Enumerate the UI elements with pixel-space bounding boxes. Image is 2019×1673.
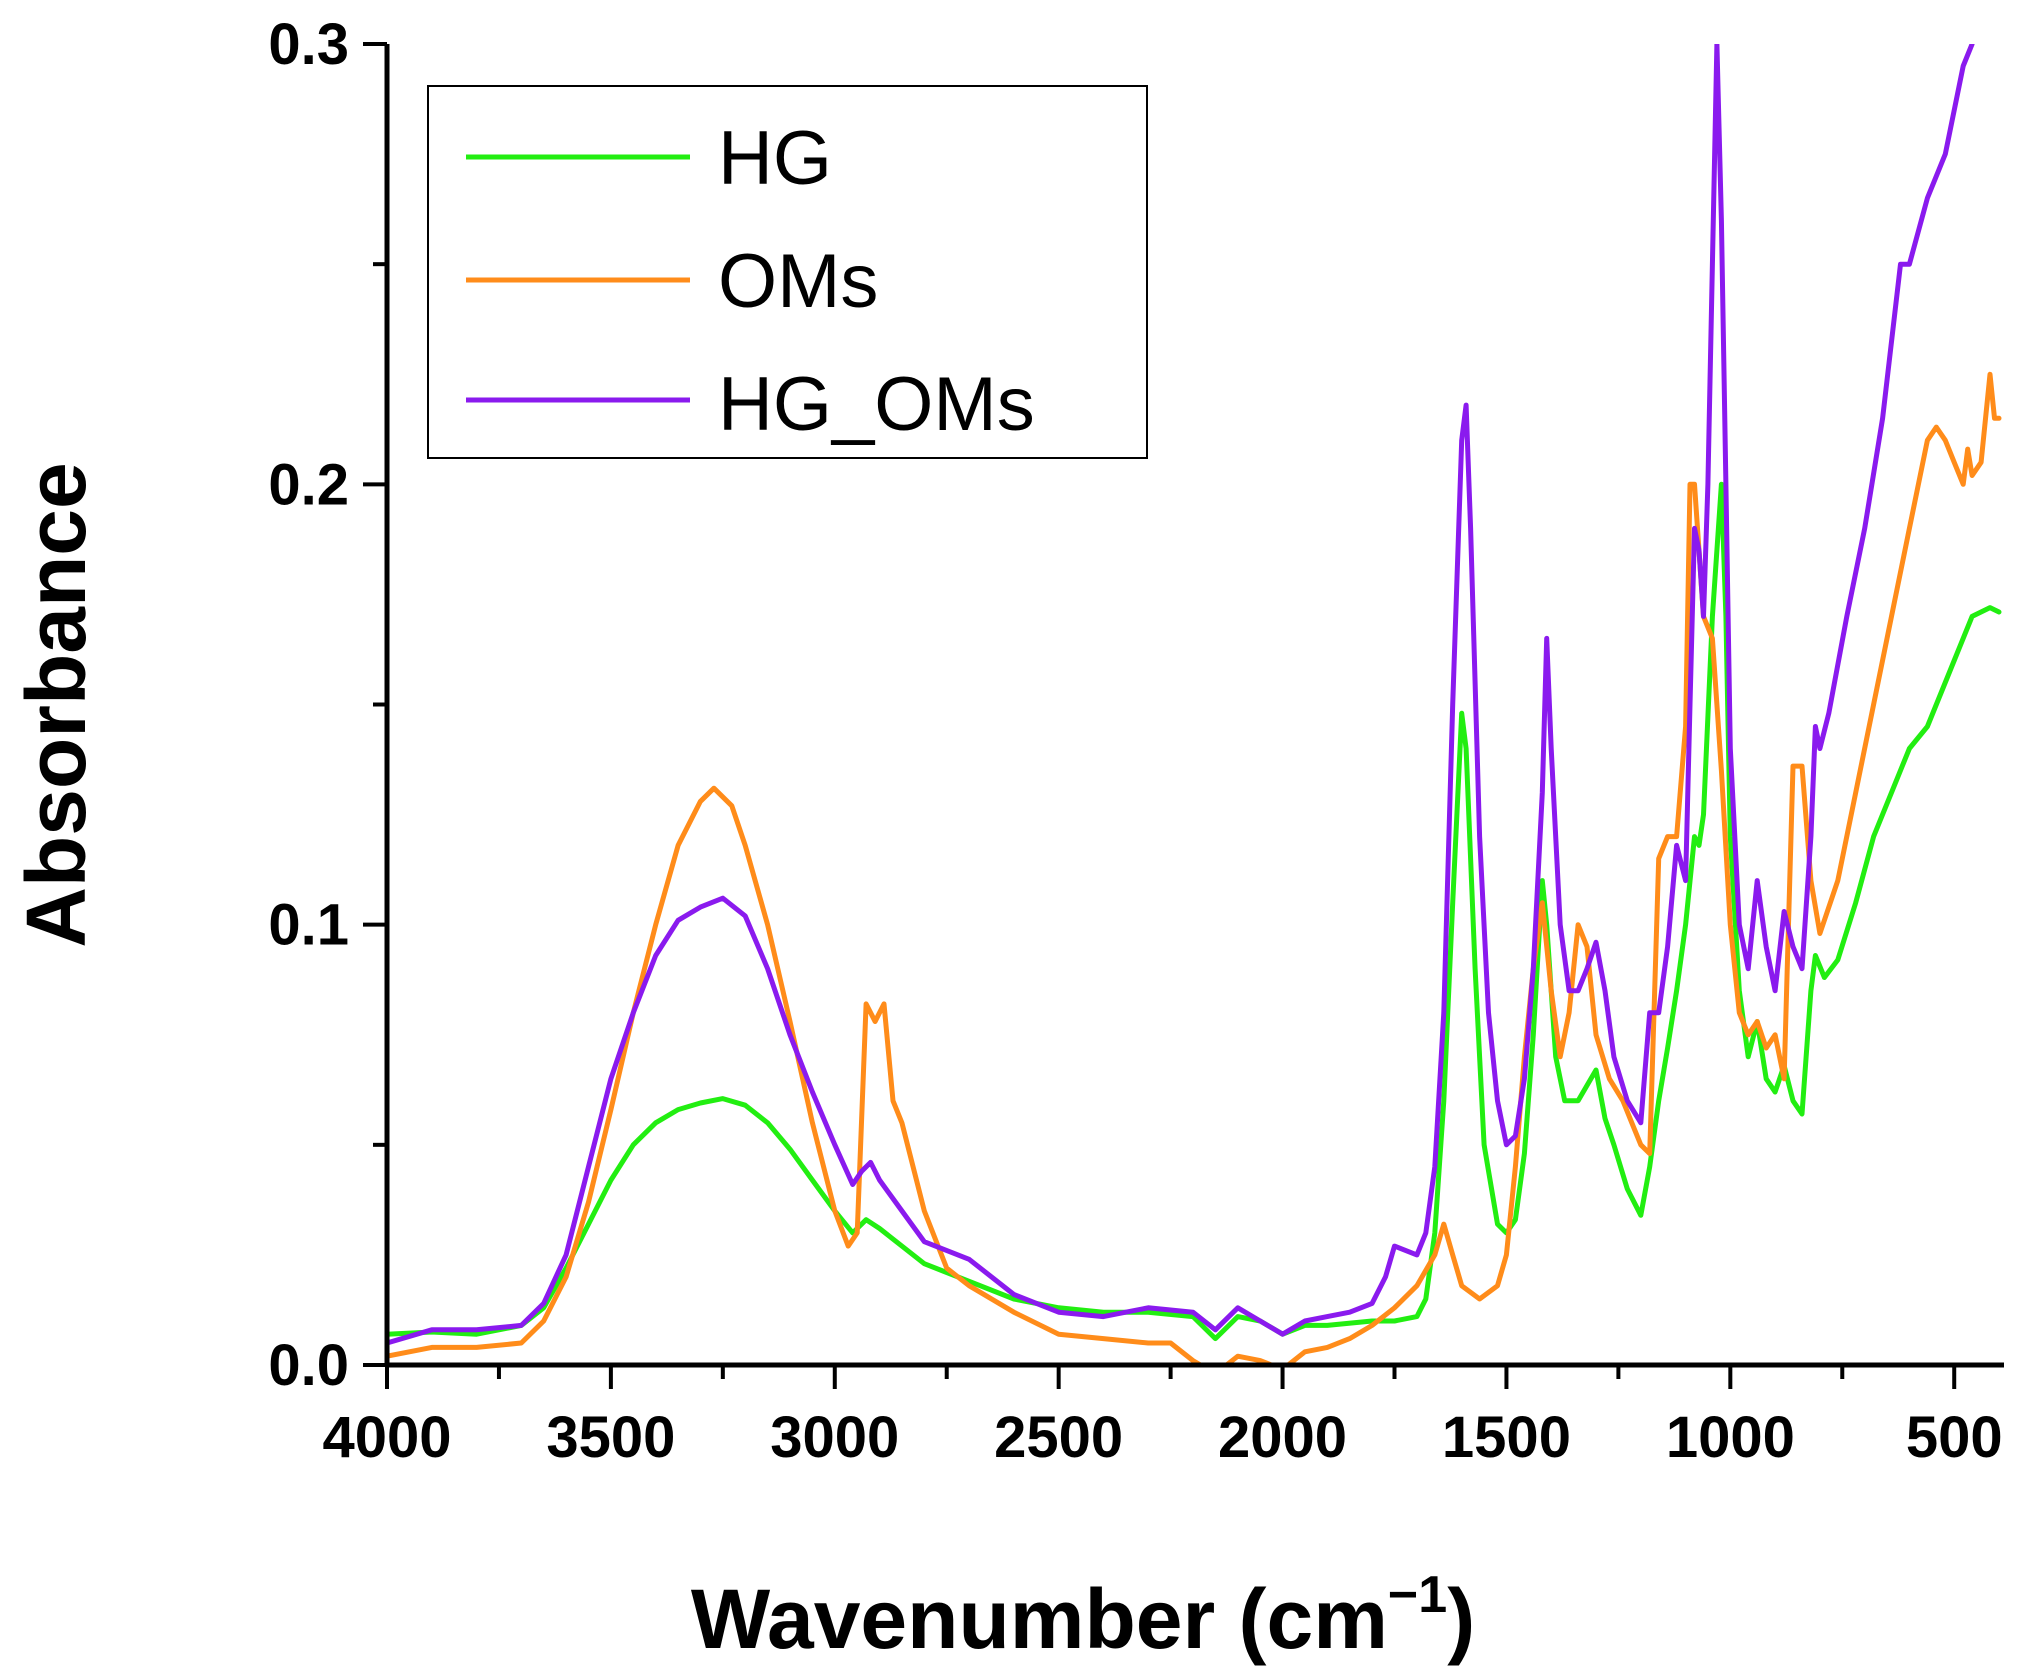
x-tick-label: 2500 (994, 1405, 1123, 1470)
series-group (387, 44, 2002, 1365)
x-axis-title-close: ) (1447, 1572, 1475, 1666)
x-tick-label: 500 (1906, 1405, 2003, 1470)
x-tick-label: 1000 (1666, 1405, 1795, 1470)
x-tick-label: 3500 (546, 1405, 675, 1470)
legend-label-hg: HG (718, 116, 832, 201)
x-tick-label: 4000 (322, 1405, 451, 1470)
x-tick-label: 2000 (1218, 1405, 1347, 1470)
legend-box (427, 85, 1148, 459)
y-tick-label: 0.2 (268, 452, 349, 517)
series-line-hg-oms (387, 44, 1975, 1346)
x-axis-title-main: Wavenumber (cm (691, 1572, 1388, 1666)
x-ticks-group: 4000 3500 3000 2500 2000 1500 1000 500 (322, 1365, 2003, 1470)
y-tick-label: 0.3 (268, 12, 349, 77)
legend: HG OMs HG_OMs (427, 85, 1148, 459)
y-axis-title: Absorbance (9, 462, 103, 947)
series-line-hg (387, 481, 2002, 1342)
legend-label-hg-oms: HG_OMs (718, 362, 1035, 447)
legend-label-oms: OMs (718, 239, 878, 324)
x-axis-title-superscript: −1 (1388, 1566, 1447, 1624)
series-line-oms (387, 371, 2002, 1365)
y-tick-label: 0.0 (268, 1333, 349, 1398)
x-tick-label: 3000 (770, 1405, 899, 1470)
y-tick-label: 0.1 (268, 893, 349, 958)
x-axis-title: Wavenumber (cm−1) (691, 1566, 1475, 1666)
x-tick-label: 1500 (1442, 1405, 1571, 1470)
y-ticks-group: 0.0 0.1 0.2 0.3 (268, 12, 387, 1398)
